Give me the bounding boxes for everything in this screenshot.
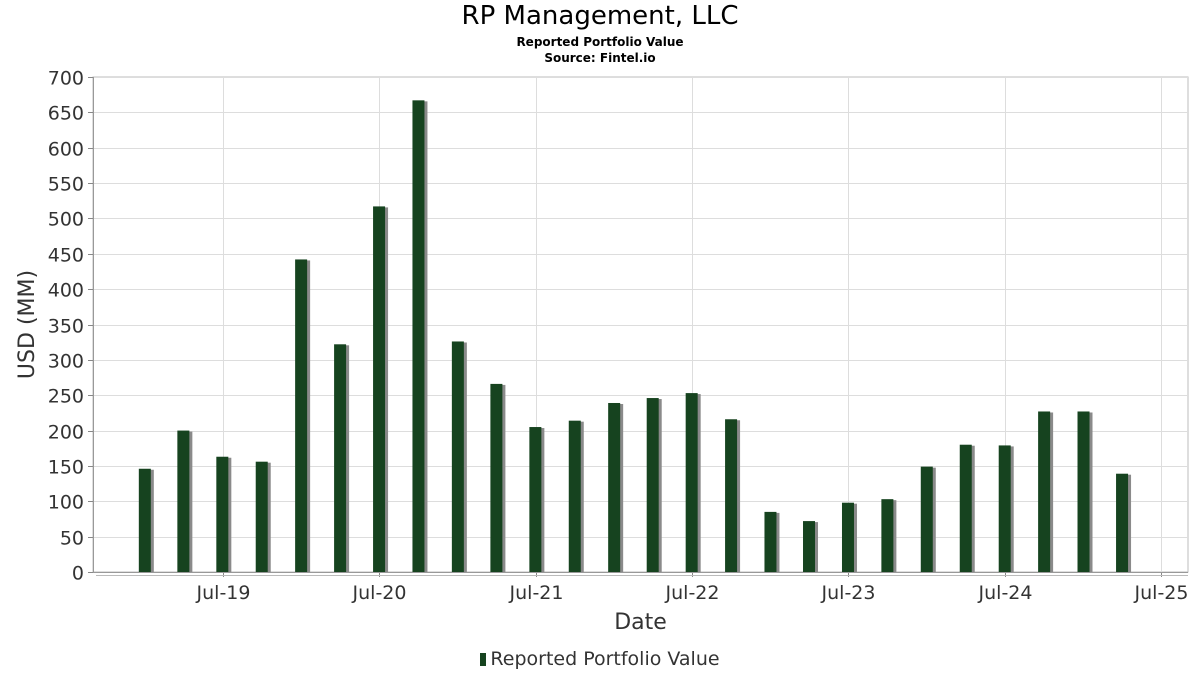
y-tick-label: 700	[48, 68, 84, 90]
x-axis-title: Date	[614, 610, 667, 635]
x-tick-label: Jul-23	[821, 582, 876, 604]
bar	[412, 100, 425, 572]
x-tick-label: Jul-21	[509, 582, 564, 604]
x-tick-label: Jul-25	[1134, 582, 1189, 604]
y-tick-label: 150	[48, 457, 84, 479]
bar	[803, 521, 816, 572]
x-tick-label: Jul-20	[352, 582, 407, 604]
y-tick-label: 450	[48, 245, 84, 267]
bar	[529, 427, 542, 572]
bar	[568, 420, 581, 572]
bar	[725, 419, 738, 572]
bar	[881, 499, 894, 572]
bar	[646, 398, 659, 572]
bar	[1116, 473, 1129, 572]
y-tick-label: 650	[48, 103, 84, 125]
bar	[959, 444, 972, 572]
x-tick-label: Jul-22	[665, 582, 720, 604]
bar	[490, 383, 503, 572]
bar	[685, 393, 698, 572]
y-tick-label: 500	[48, 209, 84, 231]
y-tick-label: 0	[72, 563, 84, 585]
y-tick-label: 550	[48, 174, 84, 196]
chart-title: RP Management, LLC	[461, 1, 739, 31]
y-tick-label: 350	[48, 316, 84, 338]
bar	[764, 511, 777, 572]
bar	[1038, 411, 1051, 572]
bar	[1077, 411, 1090, 572]
chart-subtitle: Reported Portfolio Value	[516, 35, 684, 49]
chart-source: Source: Fintel.io	[544, 51, 656, 65]
bar	[216, 456, 229, 572]
legend: Reported Portfolio Value	[0, 648, 1200, 670]
legend-swatch	[480, 653, 487, 666]
bar	[138, 468, 151, 572]
bar	[998, 445, 1011, 572]
y-tick-label: 400	[48, 280, 84, 302]
y-axis-title: USD (MM)	[15, 270, 40, 379]
bar	[255, 461, 268, 572]
y-tick-label: 100	[48, 492, 84, 514]
y-tick-label: 250	[48, 386, 84, 408]
x-tick-label: Jul-19	[196, 582, 251, 604]
bar	[608, 402, 621, 572]
legend-label: Reported Portfolio Value	[490, 648, 720, 670]
y-tick-label: 50	[60, 528, 84, 550]
bar	[841, 502, 854, 572]
y-tick-label: 300	[48, 351, 84, 373]
bar	[334, 344, 347, 572]
bar	[177, 430, 190, 572]
bar	[373, 206, 386, 572]
x-tick-label: Jul-24	[978, 582, 1033, 604]
y-tick-label: 200	[48, 422, 84, 444]
bar	[920, 466, 933, 572]
bar	[451, 341, 464, 572]
y-tick-label: 600	[48, 139, 84, 161]
bar	[295, 259, 308, 572]
